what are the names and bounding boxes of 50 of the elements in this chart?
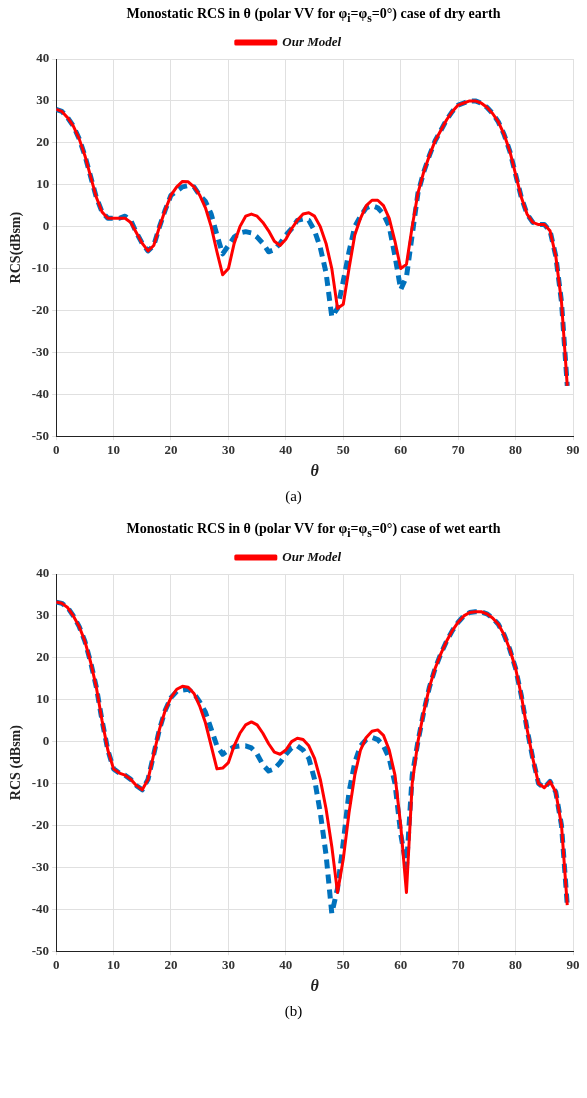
y-tick-label: -20 <box>31 816 50 832</box>
y-tick-label: 0 <box>42 218 50 233</box>
x-tick-label: 10 <box>107 442 121 458</box>
x-axis-title: θ <box>310 976 320 994</box>
x-tick-label: 70 <box>451 442 465 458</box>
y-axis-title: RCS(dBsm) <box>8 211 25 284</box>
y-tick-label: -20 <box>31 301 50 317</box>
y-tick-label: -50 <box>31 942 50 958</box>
x-tick-label: 0 <box>52 442 60 458</box>
x-tick-label: 30 <box>221 957 235 973</box>
y-tick-label: 30 <box>36 92 50 108</box>
chart-title: Monostatic RCS in θ (polar VV for φ$_{i}$=φ$_{s}$=0°) case of wet earth <box>125 520 502 541</box>
y-tick-label: 20 <box>36 134 50 150</box>
y-tick-label: -40 <box>31 385 50 401</box>
x-tick-label: 40 <box>279 442 293 458</box>
y-tick-label: 0 <box>42 733 50 748</box>
text: (b) <box>283 1002 304 1021</box>
x-tick-label: 80 <box>509 442 523 458</box>
x-tick-label: 80 <box>509 957 523 973</box>
y-tick-label: 30 <box>36 607 50 623</box>
x-tick-label: 30 <box>221 442 235 458</box>
x-tick-label: 60 <box>394 442 408 458</box>
y-tick-label: -40 <box>31 900 50 916</box>
y-tick-label: 10 <box>36 691 50 707</box>
y-tick-label: -10 <box>31 259 50 275</box>
y-axis-title: RCS (dBsm) <box>8 724 25 801</box>
x-tick-label: 40 <box>279 957 293 973</box>
legend-label: Our Model <box>282 33 342 49</box>
y-tick-label: 10 <box>36 176 50 192</box>
x-tick-label: 50 <box>336 442 350 458</box>
text: (a) <box>284 487 303 506</box>
y-tick-label: -10 <box>31 774 50 790</box>
y-tick-label: 40 <box>36 50 50 66</box>
chart-title: Monostatic RCS in θ (polar VV for φ$_{i}$=φ$_{s}$=0°) case of dry earth <box>125 5 502 26</box>
x-tick-label: 10 <box>107 957 121 973</box>
x-tick-label: 90 <box>566 442 580 458</box>
y-tick-label: -30 <box>31 343 50 359</box>
x-tick-label: 90 <box>566 957 580 973</box>
y-tick-label: 20 <box>36 649 50 665</box>
y-tick-label: -30 <box>31 858 50 874</box>
x-tick-label: 20 <box>164 442 178 458</box>
y-tick-label: -50 <box>31 427 50 443</box>
x-tick-label: 20 <box>164 957 178 973</box>
x-tick-label: 70 <box>451 957 465 973</box>
x-tick-label: 60 <box>394 957 408 973</box>
x-tick-label: 0 <box>52 957 60 973</box>
x-axis-title: θ <box>310 461 320 479</box>
x-tick-label: 50 <box>336 957 350 973</box>
legend-label: Our Model <box>282 548 342 564</box>
y-tick-label: 40 <box>36 565 50 581</box>
